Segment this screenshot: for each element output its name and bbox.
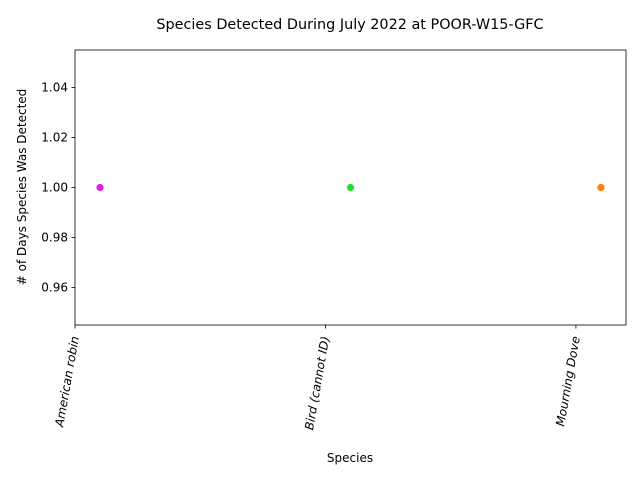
chart-title: Species Detected During July 2022 at POO… bbox=[156, 17, 543, 33]
plot-area bbox=[96, 183, 605, 192]
y-tick-label: 0.96 bbox=[41, 281, 68, 295]
x-axis-label: Species bbox=[327, 451, 373, 465]
data-point bbox=[597, 183, 605, 192]
y-tick-label: 0.98 bbox=[41, 231, 68, 245]
y-axis: 0.96 0.98 1.00 1.02 1.04 bbox=[41, 81, 75, 295]
y-tick-label: 1.02 bbox=[41, 131, 68, 145]
y-tick-label: 1.04 bbox=[41, 81, 68, 95]
data-point bbox=[346, 183, 355, 192]
data-point bbox=[96, 183, 104, 192]
y-tick-label: 1.00 bbox=[41, 181, 68, 195]
y-axis-label: # of Days Species Was Detected bbox=[15, 89, 29, 286]
